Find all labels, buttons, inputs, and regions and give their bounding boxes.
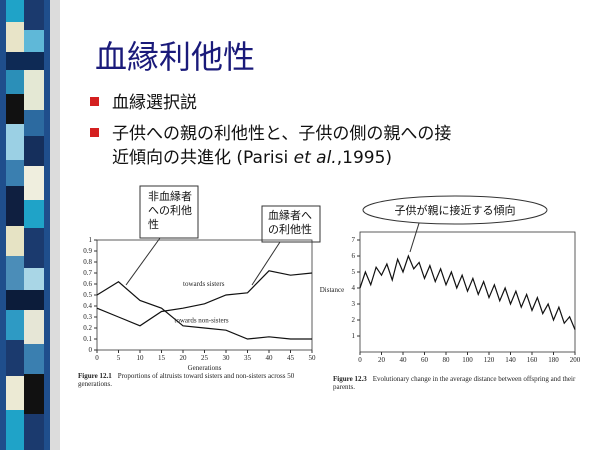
bullet-text: 血縁選択説 [112,93,197,113]
x-tick-label: 25 [201,354,209,362]
x-tick-label: 50 [309,354,317,362]
y-tick-label: 4 [352,284,356,292]
x-tick-label: 120 [484,356,495,364]
x-tick-label: 200 [570,356,581,364]
callout-bubble [362,195,548,225]
y-tick-label: 0 [89,346,93,354]
series-annotation: towards non-sisters [174,317,229,325]
x-tick-label: 30 [223,354,231,362]
y-tick-label: 7 [352,236,356,244]
figure-caption: Figure 12.3 Evolutionary change in the av… [333,375,588,391]
y-tick-label: 0.9 [83,247,92,255]
x-tick-label: 180 [548,356,559,364]
caption-label: Figure 12.1 [78,372,112,380]
y-tick-label: 0.1 [83,335,92,343]
bullet-marker [90,128,99,137]
stripe-decoration [0,0,60,450]
caption-text: Proportions of altruists toward sisters … [78,372,295,388]
x-tick-label: 5 [117,354,121,362]
caption-label: Figure 12.3 [333,375,367,383]
bullet-text-part: 子供への親の利他性と、子供の側の親への接 [112,124,451,144]
x-tick-label: 140 [505,356,516,364]
x-tick-label: 20 [378,356,386,364]
x-tick-label: 40 [400,356,408,364]
plot-frame [96,239,313,351]
y-tick-label: 0.6 [83,280,92,288]
bullet-text: 子供への親の利他性と、子供の側の親への接 [112,124,451,144]
figure-caption: Figure 12.1 Proportions of altruists towa… [78,372,323,388]
x-tick-label: 100 [462,356,473,364]
y-tick-label: 1 [352,332,356,340]
series-line [359,254,576,330]
y-tick-label: 0.4 [83,302,92,310]
callout-box [261,205,321,243]
x-tick-label: 15 [158,354,166,362]
callout-text: の利他性 [268,222,312,236]
callout-text: 非血縁者 [148,189,192,203]
x-tick-label: 40 [266,354,274,362]
y-axis-label: Distance [320,286,345,294]
x-tick-label: 0 [95,354,99,362]
x-tick-label: 60 [421,356,429,364]
x-tick-label: 10 [137,354,145,362]
y-tick-label: 0.3 [83,313,92,321]
series-line [96,270,313,327]
callout-pointer [409,219,421,253]
y-tick-label: 1 [89,236,93,244]
callout-text: への利他 [148,204,192,217]
y-tick-label: 0.7 [83,269,92,277]
bullet-text-part: ,1995) [337,148,392,168]
x-tick-label: 0 [358,356,362,364]
bullet-text-part: 血縁選択説 [112,93,197,113]
series-line [96,281,312,340]
bullet-text-part: et al. [294,148,337,168]
bullet-marker [90,97,99,106]
bullet-text-part: 近傾向の共進化 (Parisi [112,148,294,168]
y-tick-label: 2 [352,316,356,324]
x-tick-label: 80 [443,356,451,364]
slide-title: 血縁利他性 [95,38,255,76]
callout-text: 性 [148,217,159,231]
y-tick-label: 0.2 [83,324,92,332]
y-tick-label: 3 [352,300,356,308]
x-tick-label: 35 [244,354,252,362]
callout-text: 子供が親に接近する傾向 [395,203,516,217]
y-tick-label: 5 [352,268,356,276]
series-annotation: towards sisters [183,280,225,288]
x-tick-label: 45 [287,354,295,362]
y-tick-label: 0.5 [83,291,92,299]
bullet-text: 近傾向の共進化 (Parisi et al.,1995) [112,148,392,168]
y-tick-label: 6 [352,252,356,260]
y-tick-label: 0.8 [83,258,92,266]
callout-text: 血縁者へ [268,208,312,222]
x-tick-label: 20 [180,354,188,362]
caption-text: Evolutionary change in the average dista… [333,375,576,391]
callout-pointer [125,237,161,286]
callout-box [139,185,199,239]
x-tick-label: 160 [527,356,538,364]
callout-pointer [251,241,281,286]
x-axis-label: Generations [188,364,222,372]
